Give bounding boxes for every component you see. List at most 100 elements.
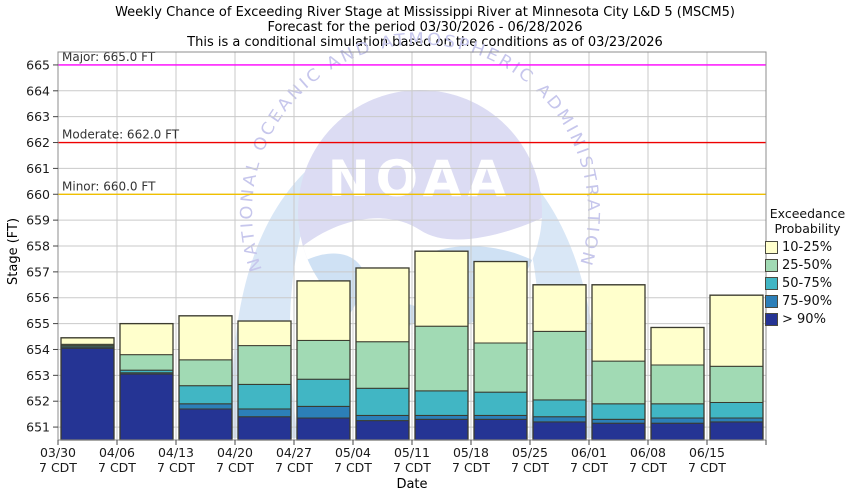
x-tick-label-date: 06/15 (689, 445, 725, 460)
bar-05-11 (414, 250, 469, 441)
bar-04-06 (119, 322, 174, 441)
bar-segment (473, 418, 528, 441)
legend-label: > 90% (782, 312, 826, 327)
bar-segment (178, 315, 233, 361)
bar-segment (296, 417, 351, 441)
x-tick-label-time: 7 CDT (334, 460, 372, 475)
x-tick-label-date: 05/11 (394, 445, 430, 460)
legend-entry-25-50: 25-50% (765, 258, 850, 273)
bar-segment (237, 320, 292, 347)
y-tick-label: 653 (26, 368, 50, 383)
bar-04-13 (178, 315, 233, 441)
y-tick-label: 652 (26, 394, 50, 409)
x-tick-label-time: 7 CDT (511, 460, 549, 475)
bar-05-04 (355, 267, 410, 441)
ticks (53, 64, 767, 445)
y-tick-label: 656 (26, 290, 50, 305)
bar-segment (473, 261, 528, 344)
y-tick-label: 662 (26, 135, 50, 150)
y-tick-label: 659 (26, 213, 50, 228)
bar-segment (709, 421, 764, 441)
legend-swatch-gt-90 (765, 313, 778, 326)
bar-segment (119, 354, 174, 371)
bar-segment (591, 284, 646, 362)
x-tick-label-time: 7 CDT (452, 460, 490, 475)
legend-swatch-10-25 (765, 241, 778, 254)
bar-segment (532, 330, 587, 401)
bar-segment (650, 326, 705, 366)
bar-segment (414, 390, 469, 416)
bar-segment (237, 383, 292, 410)
y-tick-label: 663 (26, 109, 50, 124)
x-tick-label-time: 7 CDT (39, 460, 77, 475)
bar-segment (178, 408, 233, 441)
bar-04-20 (237, 320, 292, 441)
bar-segment (119, 373, 174, 441)
x-tick-label-date: 04/27 (276, 445, 312, 460)
bar-segment (355, 414, 410, 422)
x-tick-label-date: 04/06 (99, 445, 135, 460)
flood-line-label-minor: Minor: 660.0 FT (62, 179, 156, 193)
bar-segment (650, 422, 705, 441)
y-tick-label: 655 (26, 316, 50, 331)
bar-segment (355, 267, 410, 343)
bar-segment (709, 401, 764, 419)
bar-segment (237, 416, 292, 441)
x-tick-label-time: 7 CDT (216, 460, 254, 475)
bar-segment (237, 345, 292, 385)
bar-segment (414, 414, 469, 420)
x-tick-label-time: 7 CDT (570, 460, 608, 475)
bar-segment (591, 360, 646, 405)
bar-segment (119, 323, 174, 356)
bar-segment (178, 403, 233, 410)
x-tick-label-time: 7 CDT (393, 460, 431, 475)
bar-segment (591, 403, 646, 420)
bar-segment (473, 414, 528, 420)
y-tick-label: 665 (26, 57, 50, 72)
bar-segment (355, 420, 410, 441)
bar-segment (591, 418, 646, 424)
bar-segment (60, 347, 115, 441)
flood-line-label-moderate: Moderate: 662.0 FT (62, 128, 180, 142)
legend-entry-50-75: 50-75% (765, 276, 850, 291)
chart-subtitle-period: Forecast for the period 03/30/2026 - 06/… (267, 20, 583, 35)
legend-title: Exceedance Probability (765, 206, 850, 236)
bar-06-08 (650, 326, 705, 441)
noaa-logo-text: NOAA (328, 150, 512, 208)
bar-segment (532, 284, 587, 332)
bar-segment (237, 408, 292, 418)
bar-segment (355, 387, 410, 416)
y-tick-label: 658 (26, 239, 50, 254)
bar-segment (532, 421, 587, 441)
x-tick-label-date: 05/18 (453, 445, 489, 460)
bar-segment (473, 391, 528, 416)
legend-entry-10-25: 10-25% (765, 240, 850, 255)
y-axis-label: Stage (FT) (6, 218, 21, 285)
x-tick-label-date: 06/08 (630, 445, 666, 460)
bar-segment (296, 339, 351, 380)
x-tick-label-date: 06/01 (571, 445, 607, 460)
chart-title-block: Weekly Chance of Exceeding River Stage a… (0, 5, 850, 50)
bar-segment (60, 337, 115, 345)
x-tick-label-time: 7 CDT (688, 460, 726, 475)
x-tick-label-date: 05/25 (512, 445, 548, 460)
x-tick-label-date: 03/30 (40, 445, 76, 460)
bar-segment (178, 359, 233, 387)
legend-swatch-75-90 (765, 295, 778, 308)
y-tick-label: 660 (26, 187, 50, 202)
bar-segment (709, 417, 764, 423)
bar-segment (473, 342, 528, 393)
x-tick-label-time: 7 CDT (157, 460, 195, 475)
legend-label: 75-90% (782, 294, 833, 309)
bar-segment (532, 399, 587, 418)
legend: Exceedance Probability 10-25% 25-50% 50-… (765, 206, 850, 330)
legend-label: 50-75% (782, 276, 833, 291)
bar-06-15 (709, 294, 764, 441)
x-tick-label-date: 04/13 (158, 445, 194, 460)
x-tick-label-date: 05/04 (335, 445, 371, 460)
legend-swatch-25-50 (765, 259, 778, 272)
legend-entry-gt-90: > 90% (765, 312, 850, 327)
legend-title-line1: Exceedance (769, 206, 846, 221)
